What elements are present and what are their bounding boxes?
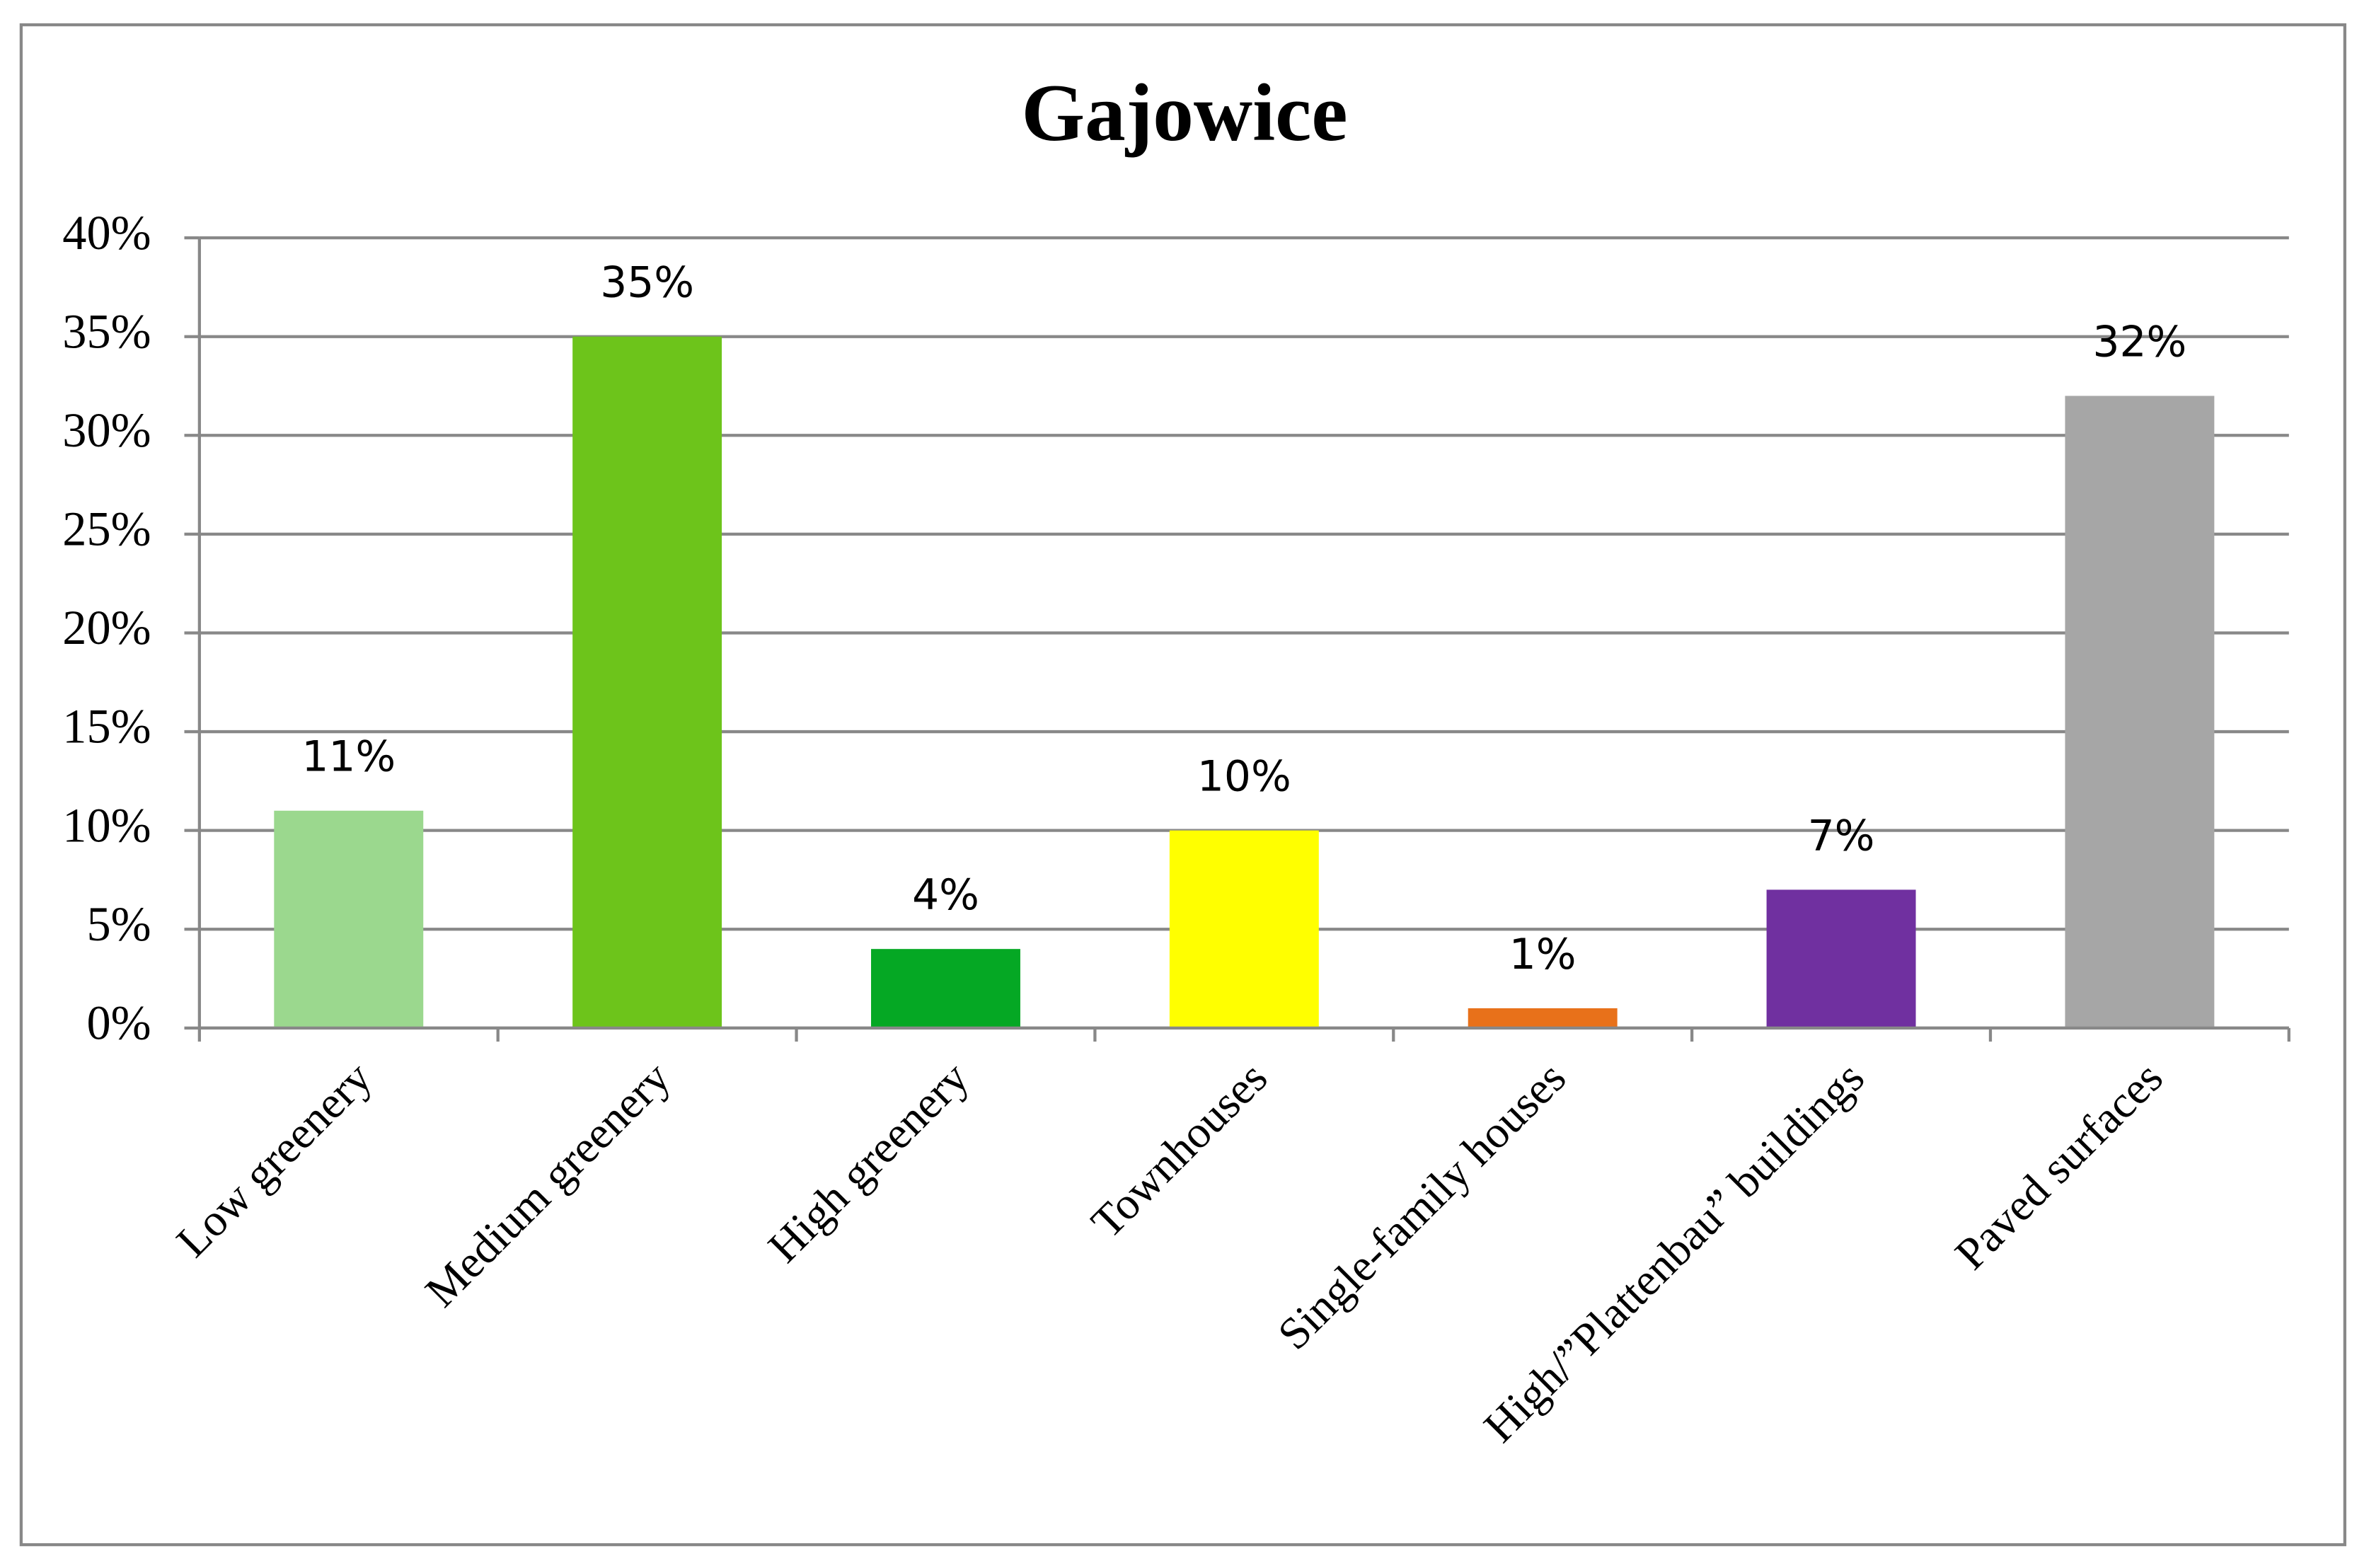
- bar: [2065, 396, 2215, 1028]
- y-tick-label: 10%: [62, 798, 151, 852]
- data-label: 4%: [912, 871, 979, 920]
- bar: [572, 336, 722, 1028]
- y-tick-label: 30%: [62, 403, 151, 457]
- data-label: 32%: [2092, 318, 2186, 367]
- bar: [1766, 889, 1916, 1028]
- data-label: 10%: [1197, 753, 1291, 802]
- y-tick-label: 25%: [62, 502, 151, 556]
- data-label: 35%: [600, 259, 694, 308]
- y-tick-label: 40%: [62, 206, 151, 260]
- chart-border: [19, 23, 2346, 1547]
- y-tick-label: 35%: [62, 304, 151, 358]
- chart-title: Gajowice: [1021, 67, 1347, 158]
- bar: [871, 949, 1020, 1028]
- data-label: 1%: [1509, 930, 1577, 979]
- bar: [1468, 1008, 1618, 1028]
- data-label: 7%: [1808, 812, 1875, 860]
- y-tick-label: 0%: [86, 996, 151, 1050]
- bar: [1169, 830, 1319, 1028]
- y-tick-label: 5%: [86, 897, 151, 951]
- bar: [274, 810, 424, 1028]
- data-label: 11%: [301, 733, 396, 782]
- y-tick-label: 20%: [62, 601, 151, 655]
- y-tick-label: 15%: [62, 700, 151, 754]
